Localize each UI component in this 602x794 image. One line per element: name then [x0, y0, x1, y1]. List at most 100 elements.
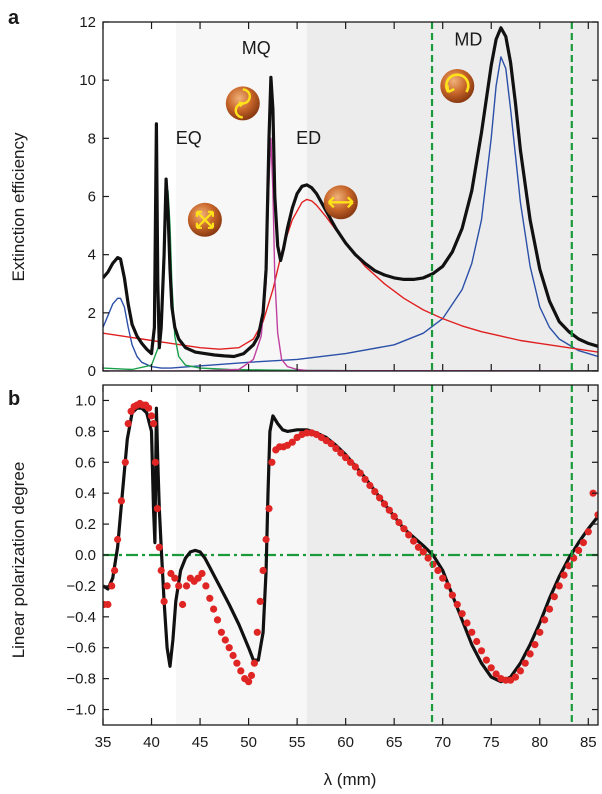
panel-b-data-point — [104, 600, 112, 609]
panel-b-y-tick-label: 0.4 — [75, 485, 96, 502]
panel-b-data-point — [327, 440, 335, 448]
panel-b-y-tick-label: 0.0 — [75, 547, 96, 564]
panel-b-data-point — [217, 628, 225, 636]
panel-b-data-point — [487, 664, 495, 672]
panel-b-data-point — [424, 554, 432, 562]
panel-b-data-point — [265, 505, 273, 513]
panel-b-data-point — [444, 582, 452, 590]
x-tick-label: 50 — [240, 734, 257, 751]
panel-b-y-tick-label: 0.8 — [75, 423, 96, 440]
x-tick-label: 70 — [434, 734, 451, 751]
panel-b-data-point — [434, 566, 442, 575]
panel-b-series-line — [103, 406, 598, 684]
panel-a-mode-label: MQ — [242, 38, 271, 58]
panel-b-data-point — [594, 511, 598, 519]
panel-b-y-tick-label: −0.2 — [66, 578, 96, 595]
panel-a-shaded-region — [175, 22, 307, 371]
panel-b-data-point — [342, 454, 350, 462]
ed-mode-icon — [323, 185, 358, 220]
x-tick-label: 40 — [143, 734, 160, 751]
panel-a-y-tick-label: 10 — [79, 72, 96, 89]
panel-b-data-point — [124, 420, 132, 428]
panel-a-series-line — [103, 26, 598, 359]
x-tick-label: 35 — [95, 734, 112, 751]
panel-b-data-point — [361, 475, 369, 483]
panel-b-y-tick-label: −0.8 — [66, 671, 96, 688]
panel-a-mode-label: MD — [454, 29, 482, 49]
panel-b-data-point — [477, 647, 486, 655]
panel-a-y-tick-label: 6 — [88, 189, 96, 206]
panel-b-data-point — [175, 582, 183, 590]
panel-b-data-point — [117, 497, 125, 505]
panel-b-data-point — [545, 605, 554, 613]
panel-a-series-line — [103, 56, 598, 369]
panel-b-data-point — [453, 600, 461, 609]
panel-b-data-point — [376, 494, 384, 502]
panel-b-data-point — [463, 619, 471, 627]
panel-b-y-tick-label: −0.4 — [66, 609, 96, 626]
panel-b-data-point — [221, 636, 229, 644]
panel-b-data-point — [482, 656, 490, 664]
panel-b-data-point — [182, 582, 191, 590]
panel-b-data-point — [247, 671, 256, 680]
panel-b-data-point — [233, 659, 241, 667]
panel-b-data-point — [225, 644, 233, 652]
panel-b-ylabel: Linear polarization degree — [9, 462, 28, 659]
panel-b-data-point — [210, 605, 218, 613]
panel-b-data-point — [337, 449, 345, 457]
panel-a-mode-label: ED — [296, 128, 321, 148]
panel-b-data-point — [108, 582, 116, 590]
eq-mode-icon — [187, 202, 222, 237]
panel-b-data-point — [385, 506, 393, 514]
panel-b-data-point — [206, 594, 214, 602]
panel-b-data-point — [155, 543, 163, 551]
panel-b-data-point — [579, 539, 588, 547]
panel-a-y-tick-label: 12 — [79, 14, 96, 31]
panel-b-data-point — [511, 673, 520, 681]
panel-a-mode-label: EQ — [176, 128, 202, 148]
panel-b-data-point — [371, 488, 379, 496]
panel-b-data-point — [458, 610, 466, 618]
panel-b-polarization: −1.0 −0.8 −0.6 −0.4 −0.2 0.0 0.2 0.4 0.6 0.8 1.0 35… — [66, 384, 599, 751]
panel-b-data-point — [213, 616, 222, 624]
panel-b-data-point — [414, 543, 422, 551]
panel-b-data-point — [575, 546, 583, 555]
panel-b-data-point — [179, 600, 187, 609]
panel-a-y-tick-label: 8 — [88, 130, 96, 147]
panel-b-y-tick-label: 0.6 — [75, 454, 96, 471]
panel-b-y-tick-label: −1.0 — [66, 702, 96, 719]
panel-b-data-point — [288, 438, 296, 446]
panel-b-data-point — [111, 566, 119, 575]
panel-b-data-point — [149, 420, 158, 428]
panel-b-y-tick-label: −0.6 — [66, 640, 96, 657]
panel-b-data-point — [516, 667, 525, 675]
panel-b-data-point — [346, 458, 355, 466]
panel-b-data-point — [419, 548, 427, 556]
panel-b-data-point — [395, 518, 403, 527]
panel-b-data-point — [366, 481, 374, 490]
panel-b-data-point — [541, 616, 549, 624]
panel-b-data-point — [250, 659, 258, 667]
panel-a-extinction: 0 2 4 6 8 10 12 EQ MQ ED MD — [79, 14, 599, 380]
panel-b-y-tick-label: 0.2 — [75, 516, 96, 533]
panel-b-data-point — [229, 651, 237, 660]
panel-b-data-point — [145, 404, 153, 412]
panel-b-data-point — [121, 458, 129, 466]
panel-b-data-point — [468, 628, 476, 636]
x-tick-label: 60 — [337, 734, 354, 751]
panel-b-data-point — [560, 571, 568, 579]
panel-b-data-point — [584, 528, 592, 536]
x-tick-label: 55 — [289, 734, 306, 751]
panel-b-data-point — [151, 458, 159, 466]
panel-b-data-point — [198, 569, 206, 578]
panel-b-data-point — [245, 678, 253, 686]
panel-b-data-point — [473, 637, 481, 646]
panel-a-plot-area — [103, 26, 598, 371]
panel-b-data-point — [157, 566, 165, 575]
panel-b-data-point — [531, 641, 539, 649]
panel-b-data-point — [253, 628, 261, 636]
panel-b-data-point — [147, 412, 156, 420]
panel-b-data-point — [448, 591, 456, 599]
panel-a-y-tick-label: 4 — [88, 247, 96, 264]
